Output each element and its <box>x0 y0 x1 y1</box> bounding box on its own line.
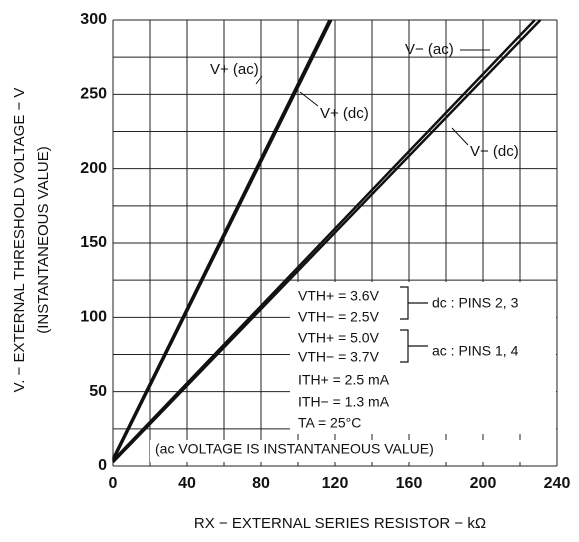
series-label: V+ (dc) <box>320 105 369 122</box>
y-tick-label: 100 <box>80 309 107 326</box>
series-label: V− (dc) <box>470 143 519 160</box>
x-axis-label: RX − EXTERNAL SERIES RESISTOR − kΩ <box>194 515 486 532</box>
x-tick-label: 40 <box>178 475 196 492</box>
annotation: VTH− = 2.5V <box>298 309 380 325</box>
series-line <box>112 19 536 462</box>
x-tick-label: 160 <box>396 475 423 492</box>
y-tick-label: 150 <box>80 234 107 251</box>
annotation: VTH+ = 5.0V <box>298 330 380 346</box>
data-layer <box>111 19 542 464</box>
pin-note: dc : PINS 2, 3 <box>432 295 519 311</box>
footnote: (ac VOLTAGE IS INSTANTANEOUS VALUE) <box>155 441 434 457</box>
series-label: V− (ac) <box>405 41 454 58</box>
y-tick-label: 300 <box>80 11 107 28</box>
x-tick-label: 0 <box>109 475 118 492</box>
leader-lines <box>255 49 490 146</box>
x-tick-label: 200 <box>470 475 497 492</box>
y-tick-label: 0 <box>98 457 107 474</box>
x-tick-label: 120 <box>322 475 349 492</box>
y-axis-label: (INSTANTANEOUS VALUE) <box>35 146 52 334</box>
y-tick-label: 250 <box>80 86 107 103</box>
series-label: V+ (ac) <box>210 61 259 78</box>
x-tick-label: 80 <box>252 475 270 492</box>
y-tick-label: 200 <box>80 160 107 177</box>
series-line <box>112 19 542 464</box>
bracket <box>400 286 428 363</box>
y-tick-label: 50 <box>89 383 107 400</box>
annotation: VTH+ = 3.6V <box>298 288 380 304</box>
annotation-box <box>290 282 556 434</box>
annotation: ITH+ = 2.5 mA <box>298 372 390 388</box>
annotation: VTH− = 3.7V <box>298 349 380 365</box>
x-tick-label: 240 <box>544 475 571 492</box>
series-line <box>111 19 333 462</box>
pin-note: ac : PINS 1, 4 <box>432 343 519 359</box>
annotation: ITH− = 1.3 mA <box>298 394 390 410</box>
annotation: TA = 25°C <box>298 415 361 431</box>
footnote-box <box>150 440 556 462</box>
y-axis-label: V. − EXTERNAL THRESHOLD VOLTAGE − V <box>11 88 28 393</box>
